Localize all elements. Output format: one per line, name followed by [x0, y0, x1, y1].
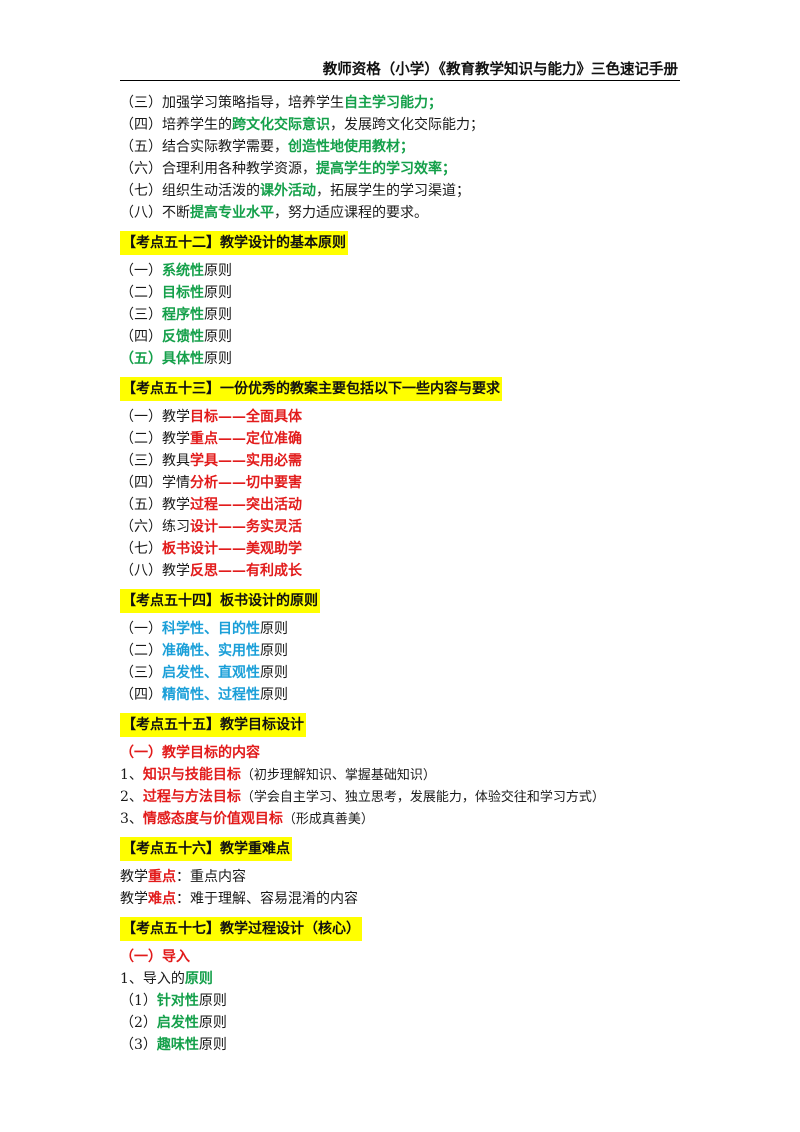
- principle-list: （一）系统性原则 （二）目标性原则 （三）程序性原则 （四）反馈性原则 （五）具…: [120, 260, 700, 370]
- list-item: （二）准确性、实用性原则: [120, 643, 288, 659]
- list-item: （三）加强学习策略指导，培养学生自主学习能力；: [120, 95, 442, 111]
- list-item: （二）目标性原则: [120, 285, 232, 301]
- section-heading-row: 【考点五十五】教学目标设计: [120, 710, 700, 740]
- section-heading-row: 【考点五十四】板书设计的原则: [120, 586, 700, 616]
- objective-list: 1、知识与技能目标（初步理解知识、掌握基础知识） 2、过程与方法目标（学会自主学…: [120, 764, 700, 830]
- list-item: （八）不断提高专业水平，努力适应课程的要求。: [120, 205, 428, 221]
- key-difficulty-list: 教学重点：重点内容 教学难点：难于理解、容易混淆的内容: [120, 866, 700, 910]
- section-heading: 【考点五十六】教学重难点: [120, 837, 292, 861]
- list-item: （一）教学目标——全面具体: [120, 409, 302, 425]
- list-item: （三）启发性、直观性原则: [120, 665, 288, 681]
- list-item: 教学难点：难于理解、容易混淆的内容: [120, 891, 358, 907]
- list-item: （六）练习设计——务实灵活: [120, 519, 302, 535]
- list-item: （五）具体性原则: [120, 351, 232, 367]
- section-heading: 【考点五十五】教学目标设计: [120, 713, 306, 737]
- section-heading: 【考点五十二】教学设计的基本原则: [120, 231, 348, 255]
- subheading: （一）教学目标的内容: [120, 745, 260, 761]
- intro-list: （三）加强学习策略指导，培养学生自主学习能力； （四）培养学生的跨文化交际意识，…: [120, 92, 700, 224]
- list-item: （八）教学反思——有利成长: [120, 563, 302, 579]
- list-item: （一）系统性原则: [120, 263, 232, 279]
- list-item: （四）精简性、过程性原则: [120, 687, 288, 703]
- list-item: （七）组织生动活泼的课外活动，拓展学生的学习渠道；: [120, 183, 470, 199]
- section-heading-row: 【考点五十三】一份优秀的教案主要包括以下一些内容与要求: [120, 374, 700, 404]
- list-item: （七）板书设计——美观助学: [120, 541, 302, 557]
- list-item: （三）程序性原则: [120, 307, 232, 323]
- subheading: （一）导入: [120, 949, 190, 965]
- list-item: 1、知识与技能目标（初步理解知识、掌握基础知识）: [120, 767, 436, 783]
- list-item: （六）合理利用各种教学资源，提高学生的学习效率；: [120, 161, 456, 177]
- lesson-plan-list: （一）教学目标——全面具体 （二）教学重点——定位准确 （三）教具学具——实用必…: [120, 406, 700, 582]
- page-header: 教师资格（小学）《教育教学知识与能力》三色速记手册: [120, 58, 680, 81]
- section-heading: 【考点五十七】教学过程设计（核心）: [120, 917, 362, 941]
- list-item: （1）针对性原则: [120, 993, 227, 1009]
- list-item: （四）反馈性原则: [120, 329, 232, 345]
- section-heading: 【考点五十四】板书设计的原则: [120, 589, 320, 613]
- list-item: （3）趣味性原则: [120, 1037, 227, 1053]
- header-title: 教师资格（小学）《教育教学知识与能力》三色速记手册: [322, 62, 678, 78]
- list-item: （三）教具学具——实用必需: [120, 453, 302, 469]
- list-item: （四）学情分析——切中要害: [120, 475, 302, 491]
- section-heading-row: 【考点五十六】教学重难点: [120, 834, 700, 864]
- document-body: （三）加强学习策略指导，培养学生自主学习能力； （四）培养学生的跨文化交际意识，…: [120, 92, 700, 1056]
- section-heading-row: 【考点五十七】教学过程设计（核心）: [120, 914, 700, 944]
- list-item: （二）教学重点——定位准确: [120, 431, 302, 447]
- list-item: 3、情感态度与价值观目标（形成真善美）: [120, 811, 374, 827]
- list-item: 1、导入的原则: [120, 971, 213, 987]
- list-item: 教学重点：重点内容: [120, 869, 246, 885]
- section-heading-row: 【考点五十二】教学设计的基本原则: [120, 228, 700, 258]
- list-item: （四）培养学生的跨文化交际意识，发展跨文化交际能力；: [120, 117, 484, 133]
- blackboard-principle-list: （一）科学性、目的性原则 （二）准确性、实用性原则 （三）启发性、直观性原则 （…: [120, 618, 700, 706]
- list-item: （五）结合实际教学需要，创造性地使用教材；: [120, 139, 414, 155]
- list-item: 2、过程与方法目标（学会自主学习、独立思考，发展能力，体验交往和学习方式）: [120, 789, 605, 805]
- list-item: （五）教学过程——突出活动: [120, 497, 302, 513]
- intro-principle-list: （1）针对性原则 （2）启发性原则 （3）趣味性原则: [120, 990, 700, 1056]
- list-item: （2）启发性原则: [120, 1015, 227, 1031]
- section-heading: 【考点五十三】一份优秀的教案主要包括以下一些内容与要求: [120, 377, 502, 401]
- list-item: （一）科学性、目的性原则: [120, 621, 288, 637]
